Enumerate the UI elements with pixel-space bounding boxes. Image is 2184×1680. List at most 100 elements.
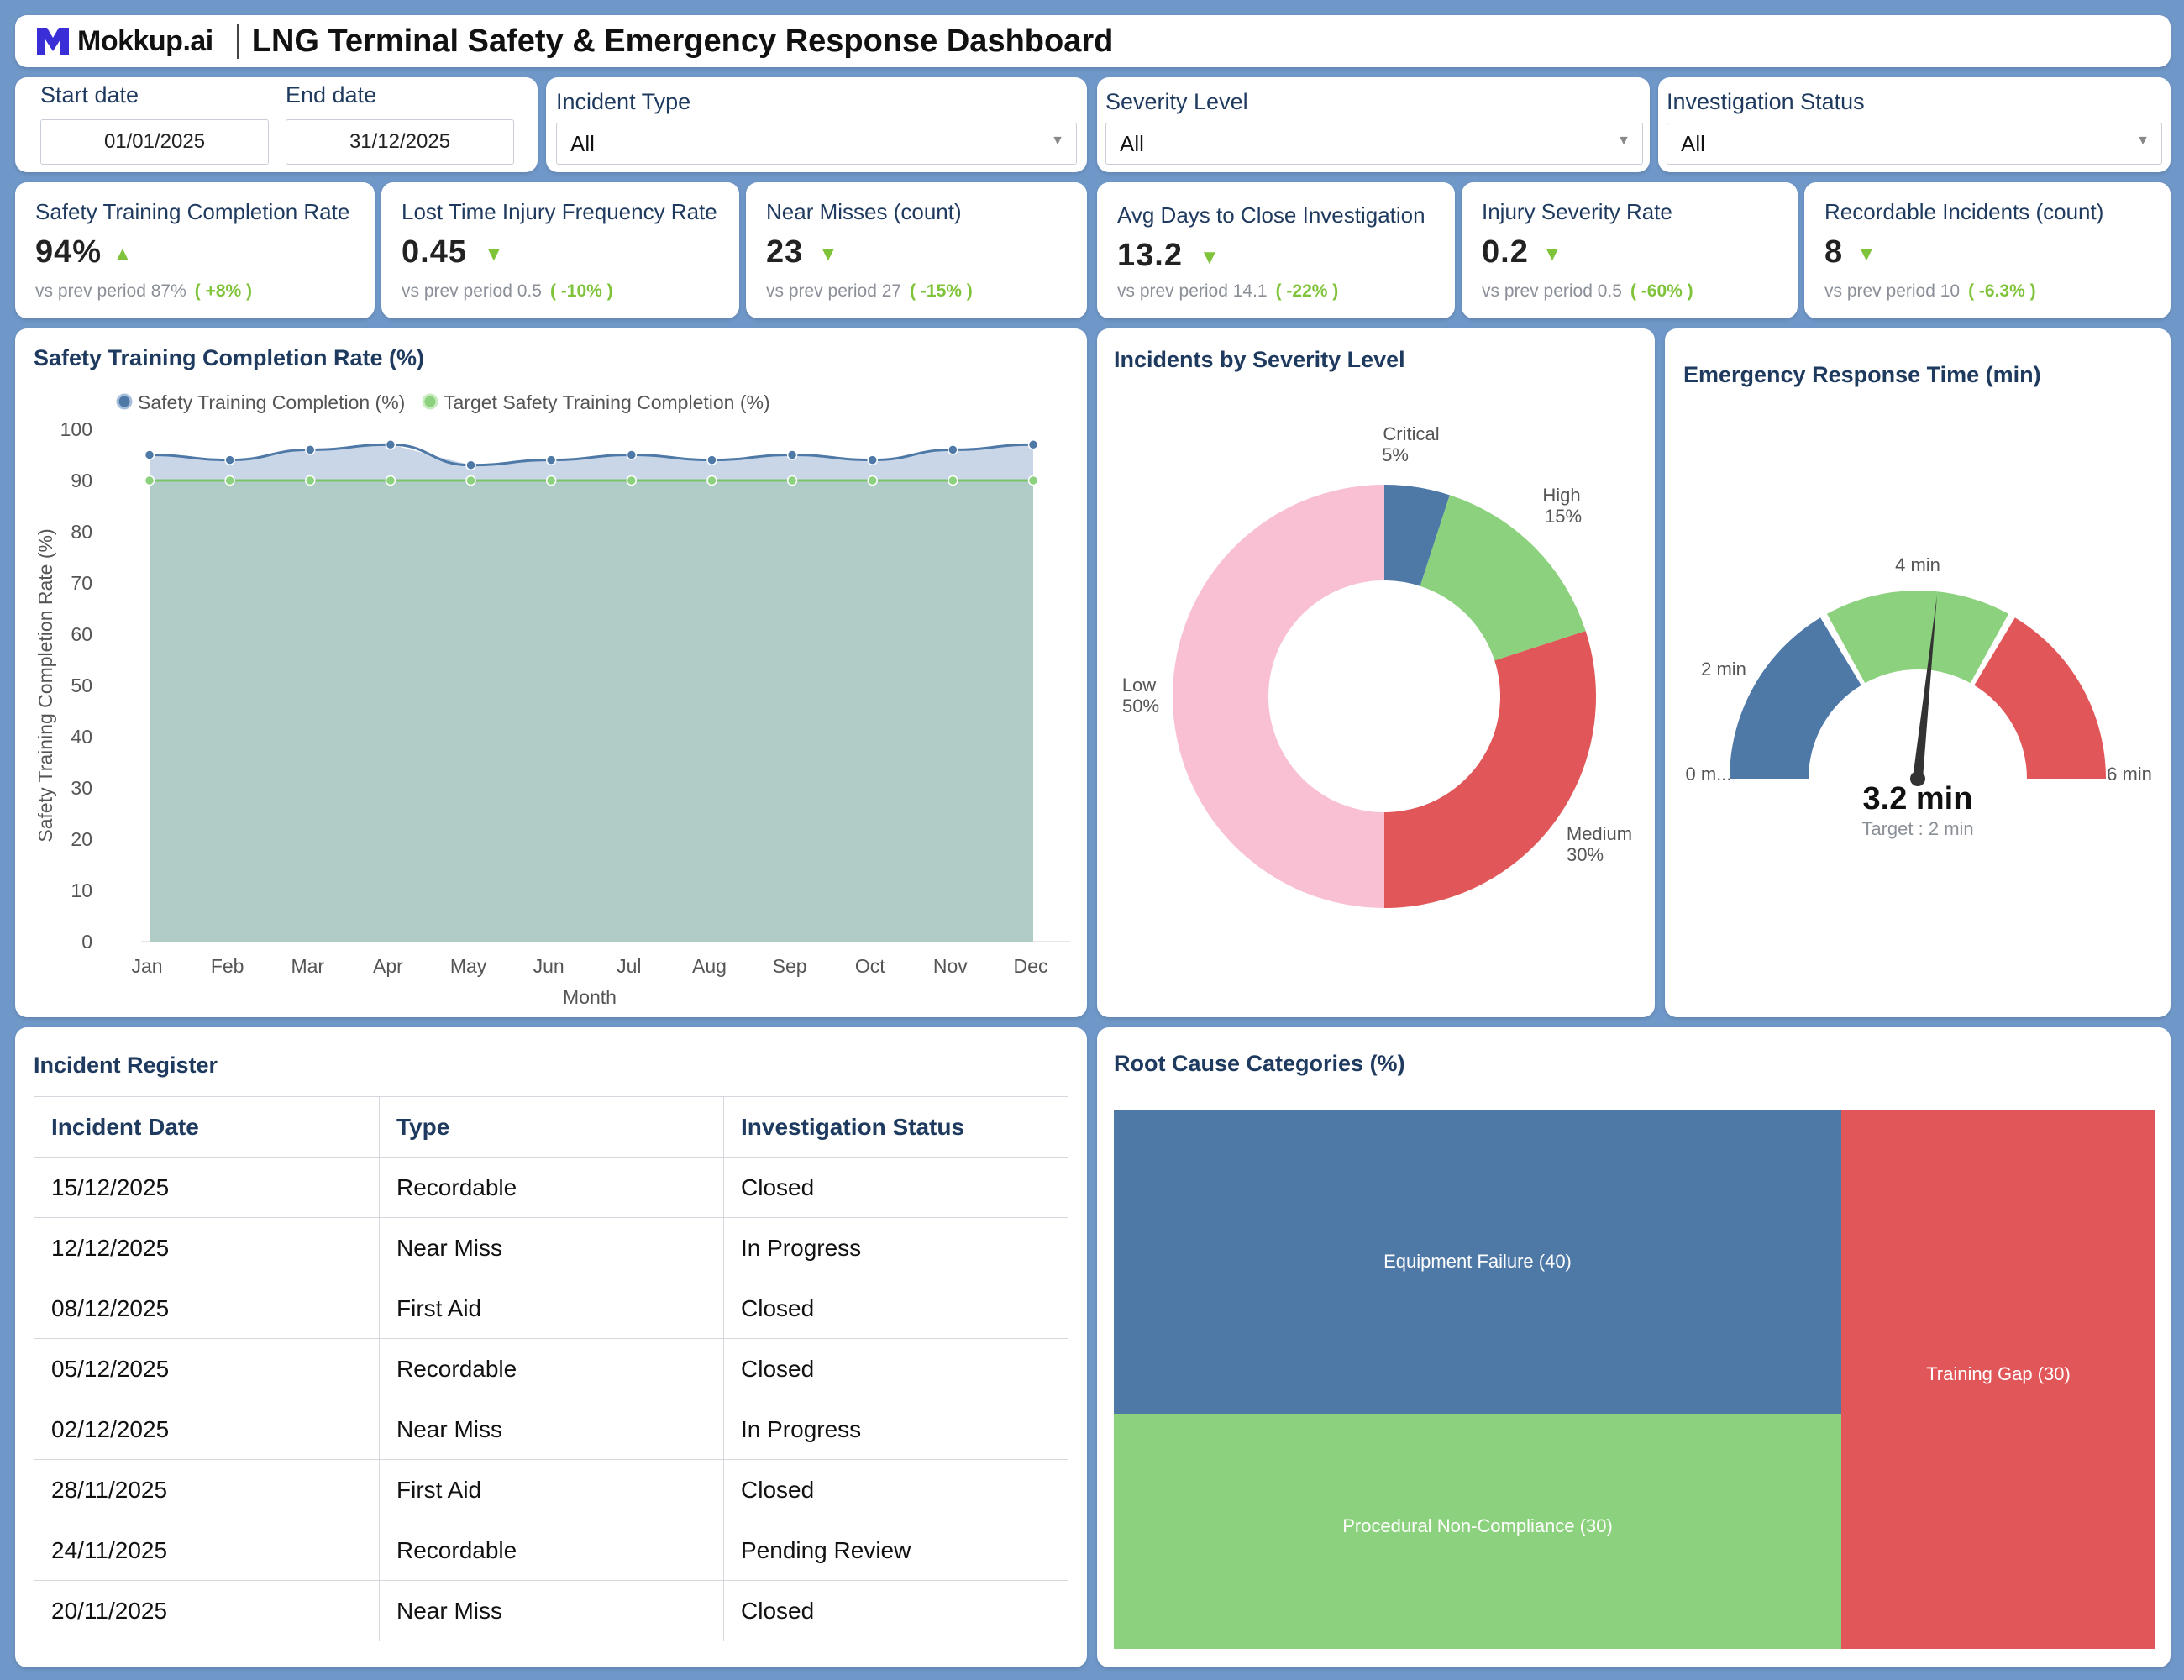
y-tick-label: 90: [71, 470, 92, 491]
data-point-target[interactable]: [706, 475, 717, 486]
incident-register-panel: Incident Register Incident Date Type Inv…: [15, 1027, 1087, 1667]
start-date-input[interactable]: 01/01/2025: [40, 119, 269, 165]
donut-slice-medium[interactable]: [1384, 631, 1596, 908]
legend-label-actual: Safety Training Completion (%): [138, 391, 405, 413]
gauge-target: Target : 2 min: [1861, 818, 1973, 839]
cell-status: Closed: [723, 1459, 1068, 1520]
treemap-label-training: Training Gap (30): [1926, 1363, 2071, 1384]
data-point-target[interactable]: [1027, 475, 1039, 486]
y-tick-label: 50: [71, 675, 92, 696]
data-point-target[interactable]: [465, 475, 476, 486]
legend-marker-target: [422, 393, 438, 410]
x-tick-label: May: [450, 955, 487, 977]
data-point-target[interactable]: [626, 475, 638, 486]
kpi-prev: vs prev period 0.5: [402, 281, 542, 301]
table-row: 24/11/2025 Recordable Pending Review: [34, 1520, 1068, 1581]
kpi-value: 13.2: [1117, 238, 1183, 273]
severity-select[interactable]: All ▼: [1105, 123, 1643, 165]
kpi-title: Near Misses (count): [766, 199, 962, 224]
cell-date: 12/12/2025: [34, 1217, 380, 1278]
data-point-actual[interactable]: [1027, 439, 1039, 450]
x-tick-label: Mar: [291, 955, 324, 977]
cell-date: 15/12/2025: [34, 1157, 380, 1218]
kpi-card: Avg Days to Close Investigation 13.2 ▼ v…: [1097, 182, 1455, 318]
kpi-value: 0.45: [402, 234, 467, 270]
training-area-chart: Safety Training Completion (%) Target Sa…: [34, 391, 1070, 1008]
kpi-change: ( -10% ): [549, 281, 613, 301]
data-point-actual[interactable]: [465, 459, 476, 470]
column-header-type[interactable]: Type: [379, 1096, 724, 1158]
start-date-label: Start date: [40, 82, 139, 108]
x-tick-label: Dec: [1014, 955, 1048, 977]
data-point-actual[interactable]: [786, 449, 798, 460]
kpi-value: 8: [1824, 234, 1844, 270]
treemap-cell-training[interactable]: [1841, 1110, 2155, 1649]
kpi-card: Injury Severity Rate 0.2 ▼ vs prev perio…: [1462, 182, 1798, 318]
data-point-actual[interactable]: [948, 444, 958, 455]
treemap-cell-equipment[interactable]: [1114, 1110, 1841, 1414]
severity-donut-chart: Critical 5% High 15% Medium 30% Low 50%: [1122, 423, 1632, 908]
chart-title: Emergency Response Time (min): [1683, 362, 2041, 387]
mokkup-logo-icon: [37, 28, 69, 55]
treemap-cell-procedural[interactable]: [1114, 1414, 1841, 1649]
cell-type: Recordable: [379, 1157, 724, 1218]
kpi-card: Near Misses (count) 23 ▼ vs prev period …: [746, 182, 1087, 318]
slice-pct-critical: 5%: [1382, 444, 1409, 465]
kpi-value: 0.2: [1482, 234, 1529, 270]
donut-slice-low[interactable]: [1173, 485, 1384, 908]
data-point-actual[interactable]: [626, 449, 638, 460]
data-point-target[interactable]: [867, 475, 878, 486]
chevron-down-icon: ▼: [2136, 134, 2150, 148]
gauge-tick-2: 2 min: [1701, 659, 1746, 680]
cell-type: Near Miss: [379, 1399, 724, 1460]
kpi-change: ( +8% ): [194, 281, 253, 301]
kpi-card: Safety Training Completion Rate 94% ▲ vs…: [15, 182, 375, 318]
trend-down-icon: ▼: [818, 243, 838, 265]
column-header-status[interactable]: Investigation Status: [723, 1096, 1068, 1158]
data-point-target[interactable]: [305, 475, 316, 486]
data-point-actual[interactable]: [706, 454, 717, 465]
donut-slice-critical[interactable]: [1384, 485, 1450, 586]
cell-date: 20/11/2025: [34, 1580, 380, 1641]
gauge-value: 3.2 min: [1863, 781, 1973, 816]
kpi-change: ( -22% ): [1275, 281, 1339, 301]
data-point-target[interactable]: [786, 475, 798, 486]
investigation-select[interactable]: All ▼: [1667, 123, 2162, 165]
slice-pct-high: 15%: [1545, 506, 1582, 527]
chevron-down-icon: ▼: [1051, 134, 1064, 148]
end-date-input[interactable]: 31/12/2025: [286, 119, 514, 165]
header-bar: Mokkup.ai LNG Terminal Safety & Emergenc…: [15, 15, 2171, 67]
data-point-actual[interactable]: [385, 439, 396, 450]
kpi-title: Lost Time Injury Frequency Rate: [402, 199, 717, 224]
data-point-actual[interactable]: [867, 454, 878, 465]
table-row: 28/11/2025 First Aid Closed: [34, 1459, 1068, 1520]
kpi-title: Injury Severity Rate: [1482, 199, 1672, 224]
cell-status: In Progress: [723, 1399, 1068, 1460]
gauge-band-3: [1974, 617, 2106, 779]
data-point-actual[interactable]: [545, 454, 557, 465]
data-point-actual[interactable]: [144, 449, 155, 460]
data-point-target[interactable]: [545, 475, 557, 486]
cell-type: Near Miss: [379, 1580, 724, 1641]
severity-chart-panel: Incidents by Severity Level Critical 5% …: [1097, 328, 1655, 1017]
data-point-actual[interactable]: [305, 444, 316, 455]
training-chart-panel: Safety Training Completion Rate (%) Safe…: [15, 328, 1087, 1017]
kpi-prev: vs prev period 27: [766, 281, 902, 301]
column-header-date[interactable]: Incident Date: [34, 1096, 380, 1158]
response-time-panel: Emergency Response Time (min) 0 m... 2 m…: [1665, 328, 2171, 1017]
data-point-target[interactable]: [144, 475, 155, 486]
kpi-value: 23: [766, 234, 804, 270]
data-point-target[interactable]: [224, 475, 235, 486]
kpi-prev: vs prev period 87%: [35, 281, 186, 301]
investigation-filter-card: Investigation Status All ▼: [1658, 77, 2171, 172]
data-point-target[interactable]: [385, 475, 396, 486]
cell-date: 08/12/2025: [34, 1278, 380, 1339]
logo-text: Mokkup.ai: [77, 24, 213, 57]
incident-type-select[interactable]: All ▼: [556, 123, 1077, 165]
data-point-actual[interactable]: [224, 454, 235, 465]
gauge-tick-min: 0 m...: [1685, 764, 1731, 785]
data-point-target[interactable]: [948, 475, 958, 486]
root-cause-treemap: Equipment Failure (40) Procedural Non-Co…: [1114, 1110, 2155, 1649]
kpi-change: ( -60% ): [1630, 281, 1693, 301]
donut-slice-high[interactable]: [1420, 495, 1586, 661]
